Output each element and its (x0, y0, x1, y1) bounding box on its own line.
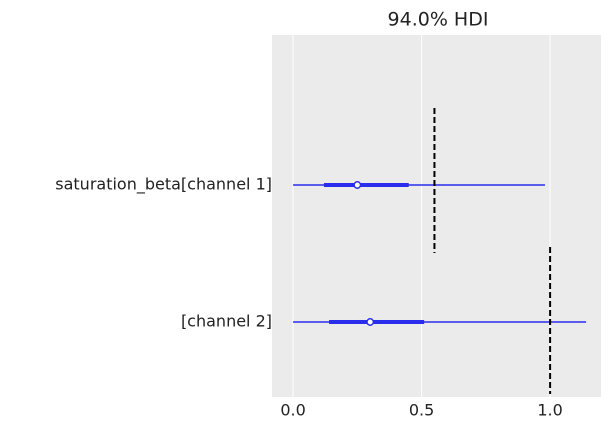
x-tick-label: 0.5 (409, 401, 434, 420)
x-tick-label: 0.0 (280, 401, 305, 420)
y-tick-label: [channel 2] (181, 312, 272, 331)
chart-title: 94.0% HDI (388, 9, 489, 31)
median-point (366, 318, 375, 326)
median-point (353, 181, 362, 189)
y-tick-label: saturation_beta[channel 1] (55, 175, 272, 195)
x-tick-label: 1.0 (537, 401, 562, 420)
plot-area (272, 35, 601, 397)
